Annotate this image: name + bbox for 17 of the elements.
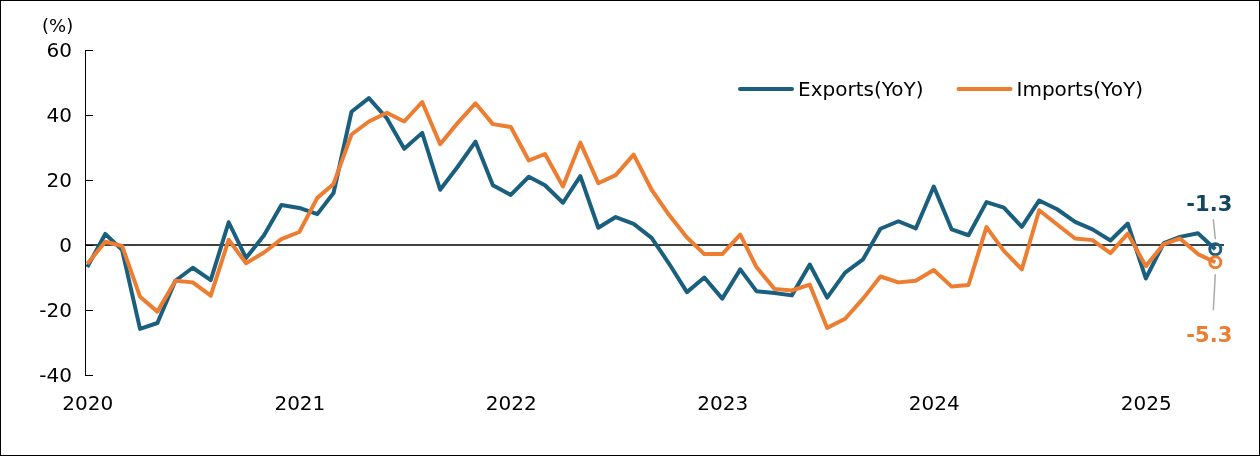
y-axis-title: (%) <box>42 15 74 36</box>
legend-label: Imports(YoY) <box>1016 77 1143 101</box>
y-tick-label: 40 <box>46 102 72 127</box>
data-label: -1.3 <box>1186 192 1233 217</box>
x-tick-label: 2020 <box>62 391 114 416</box>
y-tick-label: 20 <box>46 167 72 192</box>
x-tick-label: 2023 <box>697 391 749 416</box>
y-tick-label: 0 <box>59 232 72 257</box>
y-tick-label: -40 <box>39 362 72 387</box>
legend-label: Exports(YoY) <box>798 77 924 101</box>
x-tick-label: 2021 <box>274 391 326 416</box>
y-tick-label: -20 <box>39 297 72 322</box>
x-tick-label: 2024 <box>908 391 960 416</box>
x-tick-label: 2022 <box>485 391 537 416</box>
data-label: -5.3 <box>1186 323 1233 348</box>
y-tick-label: 60 <box>46 37 72 62</box>
x-tick-label: 2025 <box>1120 391 1172 416</box>
